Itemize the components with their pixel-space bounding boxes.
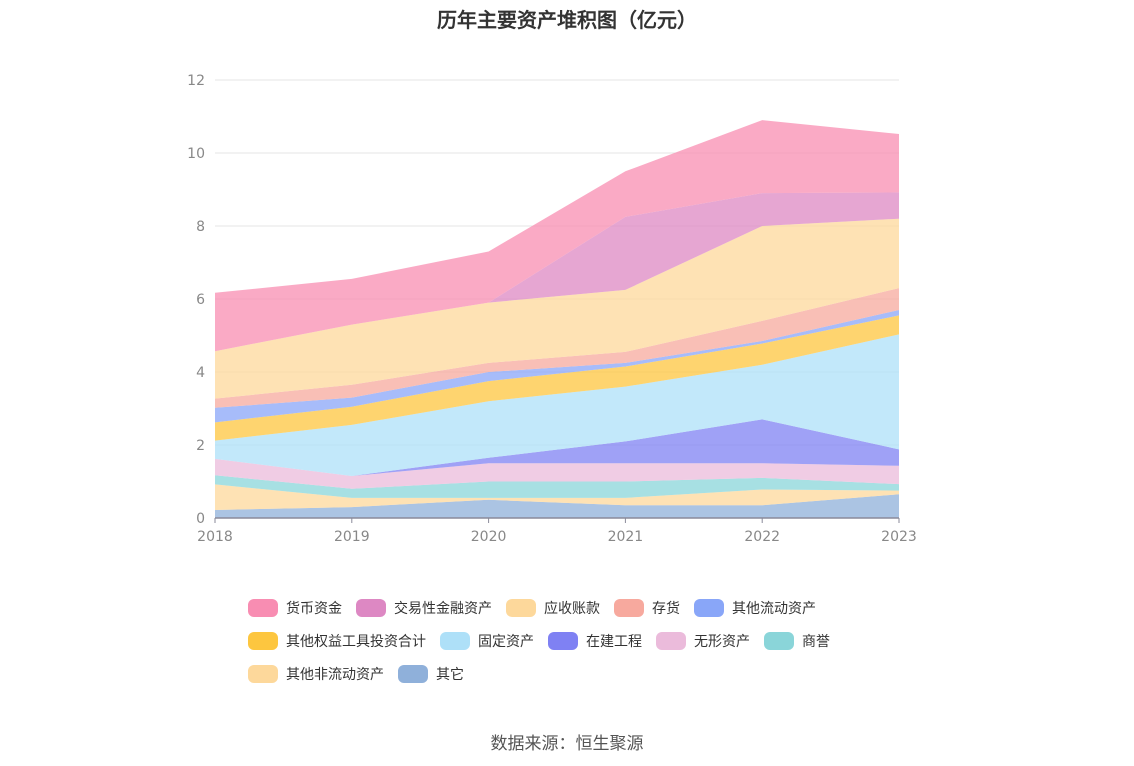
- legend-swatch: [548, 632, 578, 650]
- stacked-area-chart: 0 2 4 6 8 10 12 2018 2019 2020 2021 2022 2023: [187, 73, 917, 545]
- y-tick-label: 8: [196, 219, 205, 235]
- x-tick-label: 2021: [608, 529, 644, 545]
- legend-label: 无形资产: [694, 634, 750, 650]
- area-4: [215, 458, 899, 489]
- area-2: [215, 484, 899, 510]
- area-7: [215, 315, 899, 441]
- legend-item[interactable]: 固定资产: [440, 631, 534, 651]
- legend: 货币资金 交易性金融资产 应收账款 存货 其他流动资产其他权益工具投资合计 固定资产 在建工…: [248, 598, 948, 697]
- legend-item[interactable]: 交易性金融资产: [356, 598, 492, 618]
- legend-swatch: [694, 599, 724, 617]
- legend-label: 商誉: [802, 634, 830, 650]
- area-9: [215, 288, 899, 408]
- area-5: [215, 419, 899, 476]
- legend-item[interactable]: 应收账款: [506, 598, 600, 618]
- legend-label: 在建工程: [586, 634, 642, 650]
- area-series: [215, 120, 899, 518]
- x-tick-label: 2022: [744, 529, 780, 545]
- area-10: [215, 218, 899, 399]
- area-11: [215, 192, 899, 352]
- legend-swatch: [356, 599, 386, 617]
- axes: 0 2 4 6 8 10 12 2018 2019 2020 2021 2022 2023: [187, 73, 917, 545]
- legend-swatch: [248, 665, 278, 683]
- legend-swatch: [764, 632, 794, 650]
- legend-label: 固定资产: [478, 634, 534, 650]
- legend-swatch: [656, 632, 686, 650]
- x-tick-label: 2020: [471, 529, 507, 545]
- legend-label: 交易性金融资产: [394, 601, 492, 617]
- x-tick-label: 2019: [334, 529, 370, 545]
- area-1: [215, 494, 899, 518]
- area-12: [215, 120, 899, 352]
- legend-item[interactable]: 无形资产: [656, 631, 750, 651]
- legend-label: 应收账款: [544, 601, 600, 617]
- y-tick-label: 6: [196, 292, 205, 308]
- y-tick-label: 0: [196, 511, 205, 527]
- area-3: [215, 475, 899, 498]
- chart-title: 历年主要资产堆积图（亿元）: [437, 8, 697, 32]
- legend-item[interactable]: 在建工程: [548, 631, 642, 651]
- legend-label: 其他非流动资产: [286, 667, 384, 683]
- y-tick-label: 2: [196, 438, 205, 454]
- legend-label: 其它: [436, 667, 464, 683]
- legend-swatch: [248, 632, 278, 650]
- y-tick-label: 12: [187, 73, 205, 89]
- legend-item[interactable]: 商誉: [764, 631, 830, 651]
- y-tick-label: 4: [196, 365, 205, 381]
- legend-swatch: [440, 632, 470, 650]
- legend-item[interactable]: 存货: [614, 598, 680, 618]
- y-tick-label: 10: [187, 146, 205, 162]
- x-tick-label: 2018: [197, 529, 233, 545]
- source-note: 数据来源：恒生聚源: [490, 734, 644, 754]
- legend-label: 其他流动资产: [732, 601, 816, 617]
- legend-swatch: [614, 599, 644, 617]
- legend-swatch: [398, 665, 428, 683]
- legend-item[interactable]: 其他流动资产: [694, 598, 816, 618]
- area-6: [215, 334, 899, 476]
- legend-label: 货币资金: [286, 601, 342, 617]
- legend-swatch: [248, 599, 278, 617]
- legend-item[interactable]: 其他权益工具投资合计: [248, 631, 426, 651]
- area-8: [215, 310, 899, 423]
- legend-item[interactable]: 其它: [398, 664, 464, 684]
- legend-item[interactable]: 货币资金: [248, 598, 342, 618]
- legend-label: 其他权益工具投资合计: [286, 634, 426, 650]
- legend-label: 存货: [652, 601, 680, 617]
- x-tick-label: 2023: [881, 529, 917, 545]
- legend-item[interactable]: 其他非流动资产: [248, 664, 384, 684]
- legend-swatch: [506, 599, 536, 617]
